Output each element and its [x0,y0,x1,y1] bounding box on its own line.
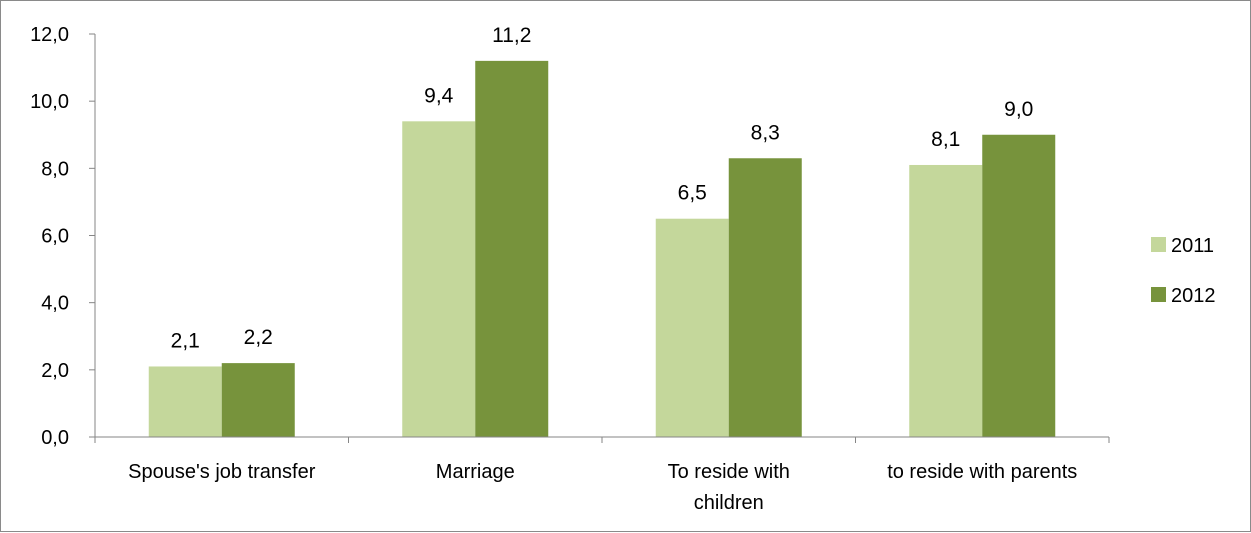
y-tick-label: 2,0 [41,360,69,382]
labels-layer: 2,1 2,2 9,4 11,2 6,5 8,3 8,1 9,0 0,0 2,0 4,0 6,0 8,0… [30,24,1077,514]
y-tick-label: 6,0 [41,226,69,248]
data-label: 11,2 [492,24,531,47]
bar-2011-4 [909,164,983,437]
legend: 2011 2012 [1151,235,1216,307]
x-category-label: Spouse's job transfer [128,461,316,483]
x-category-label: children [694,492,764,514]
legend-swatch-2011 [1151,237,1166,252]
y-tick-label: 10,0 [30,91,69,113]
data-label: 2,1 [171,329,200,352]
bar-2011-3 [655,218,729,437]
data-label: 8,1 [931,128,960,151]
data-label: 8,3 [751,121,780,144]
bar-2012-4 [982,134,1056,437]
bars-layer [148,60,1056,438]
bar-2012-2 [475,60,549,437]
y-tick-label: 0,0 [41,427,69,449]
bar-2011-2 [402,121,476,438]
data-label: 9,0 [1004,98,1033,121]
legend-swatch-2012 [1151,287,1166,302]
axes-layer [89,33,1110,443]
x-category-label: Marriage [436,461,515,483]
data-label: 6,5 [678,182,707,205]
x-category-label: To reside with [668,461,790,483]
bar-2011-1 [148,366,222,437]
bar-2012-3 [728,158,802,437]
data-label: 2,2 [244,326,273,349]
y-tick-label: 12,0 [30,24,69,46]
legend-label: 2012 [1171,285,1216,307]
y-tick-label: 8,0 [41,158,69,180]
legend-label: 2011 [1171,235,1214,257]
bar-2012-1 [221,363,295,437]
y-tick-label: 4,0 [41,293,69,315]
x-category-label: to reside with parents [887,461,1077,483]
data-label: 9,4 [424,84,454,107]
